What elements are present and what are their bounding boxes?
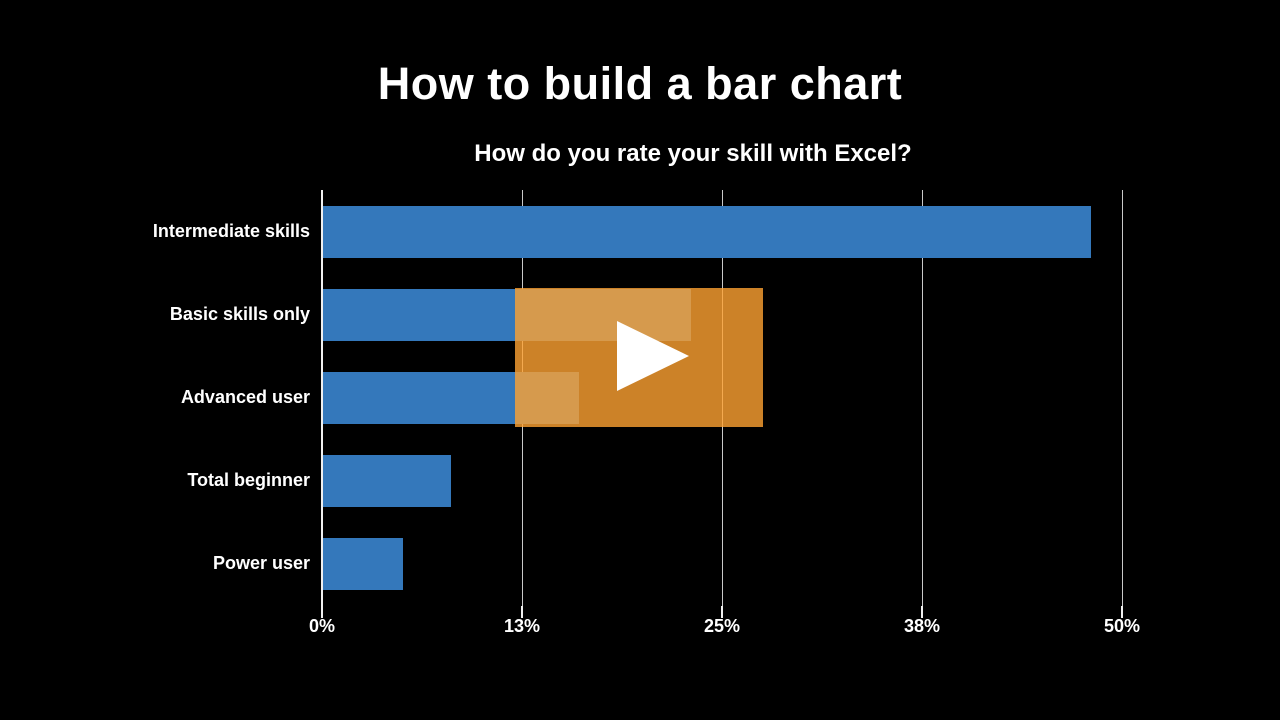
x-axis-tick [921, 606, 923, 618]
x-axis-tick [521, 606, 523, 618]
gridline [1121, 190, 1123, 606]
x-tick-label: 13% [503, 616, 541, 636]
x-tick-label: 38% [903, 616, 941, 636]
x-axis-tick [1121, 606, 1123, 618]
y-axis-line [321, 190, 323, 618]
category-label: Basic skills only [169, 304, 310, 324]
x-tick-label: 25% [703, 616, 741, 636]
video-play-overlay[interactable] [515, 288, 763, 427]
play-icon [617, 321, 689, 391]
page-title: How to build a bar chart [377, 58, 903, 109]
category-label: Total beginner [187, 470, 310, 490]
gridline [921, 190, 923, 606]
bar [323, 454, 451, 507]
category-label: Power user [212, 553, 310, 573]
chart-title: How do you rate your skill with Excel? [474, 140, 912, 167]
x-tick-label: 0% [308, 616, 335, 636]
x-axis-tick [721, 606, 723, 618]
x-tick-label: 50% [1103, 616, 1141, 636]
category-label: Advanced user [180, 387, 310, 407]
bar [323, 537, 403, 590]
bar [323, 205, 1091, 258]
category-axis: Intermediate skills Basic skills only Adva… [0, 190, 310, 606]
category-label: Intermediate skills [152, 221, 310, 241]
